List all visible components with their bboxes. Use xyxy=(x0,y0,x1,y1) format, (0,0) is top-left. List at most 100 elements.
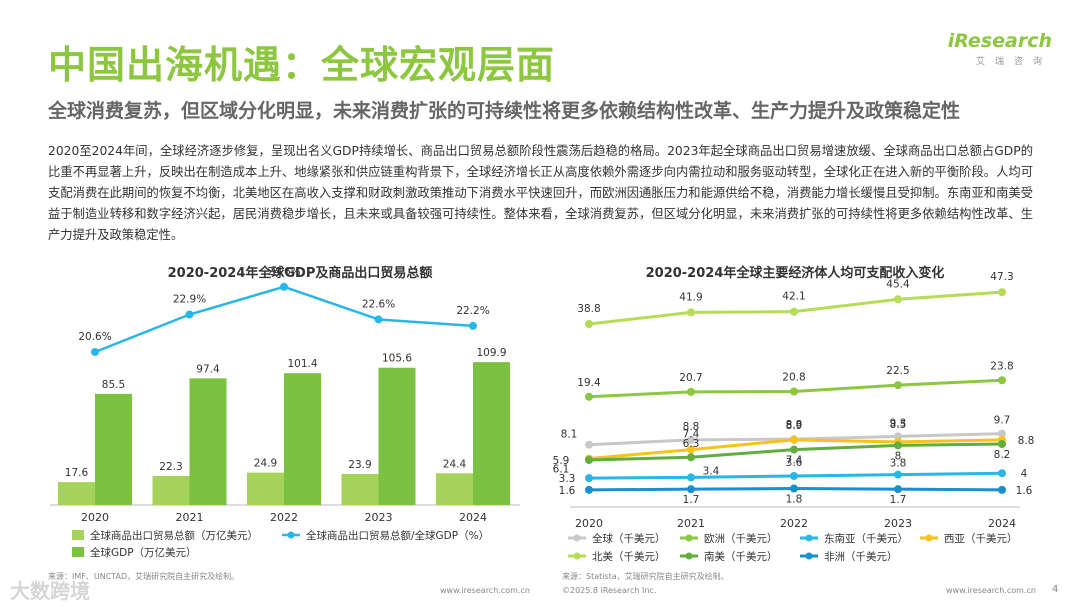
logo-text: iResearch xyxy=(947,30,1052,52)
chart2-x-tick: 2022 xyxy=(780,517,808,530)
chart2-point-6 xyxy=(790,484,798,493)
chart2-point-1 xyxy=(894,381,902,390)
chart2-x-tick: 2023 xyxy=(884,517,912,530)
chart2-value-label: 9.3 xyxy=(890,417,907,429)
chart2-value-label: 7.4 xyxy=(786,455,803,467)
chart2-value-label: 8.9 xyxy=(786,420,803,432)
chart1-legend-ratio: 全球商品出口贸易总额/全球GDP（%） xyxy=(306,529,489,542)
chart1-ratio-point xyxy=(374,315,383,324)
chart2-value-label: 5.9 xyxy=(553,455,570,467)
chart1-ratio-label: 22.9% xyxy=(173,294,206,306)
chart1-ratio-point xyxy=(185,310,194,319)
chart1-legend-swatch-gdp xyxy=(72,547,84,557)
chart2-legend-marker-3 xyxy=(925,534,933,542)
chart1-bar-gdp-2024 xyxy=(473,362,510,505)
chart1-bar-export-2024 xyxy=(436,473,473,505)
chart2-value-label: 19.4 xyxy=(577,377,601,389)
chart1-ratio-label: 20.6% xyxy=(78,331,111,343)
chart2-legend-label-1: 欧洲（千美元） xyxy=(704,532,778,545)
chart1-x-tick: 2022 xyxy=(270,511,298,524)
chart2-point-6 xyxy=(894,485,902,494)
footer-url-right[interactable]: www.iresearch.com.cn xyxy=(946,586,1036,595)
chart1-bar-label: 24.4 xyxy=(443,458,467,470)
chart2-value-label: 3.8 xyxy=(890,458,907,470)
chart2-point-0 xyxy=(585,440,593,449)
chart1-x-tick: 2020 xyxy=(81,511,109,524)
chart2-legend-label-6: 非洲（千美元） xyxy=(824,550,898,563)
chart2-value-label: 41.9 xyxy=(679,291,702,303)
chart2-point-0 xyxy=(687,435,695,444)
page-title: 中国出海机遇：全球宏观层面 xyxy=(48,43,556,87)
chart2-point-3 xyxy=(687,445,695,454)
chart2-value-label: 47.3 xyxy=(990,271,1013,283)
chart2-legend-marker-6 xyxy=(805,552,813,560)
chart2-value-label: 22.5 xyxy=(886,365,909,377)
chart1-bar-label: 105.6 xyxy=(382,353,412,365)
chart2-value-label: 9.7 xyxy=(994,415,1011,427)
chart2-value-label: 8.8 xyxy=(786,419,803,431)
chart2-value-label: 8.8 xyxy=(1018,435,1035,447)
chart2-value-label: 8.2 xyxy=(994,449,1011,461)
chart2-legend-label-0: 全球（千美元） xyxy=(592,532,666,545)
page-number: 4 xyxy=(1052,584,1059,595)
footer-copyright: ©2025.8 iResearch Inc. xyxy=(562,586,657,595)
chart2-point-1 xyxy=(687,387,695,396)
chart2-value-label: 20.8 xyxy=(782,372,805,384)
chart2-point-1 xyxy=(585,392,593,401)
chart2-value-label: 1.6 xyxy=(559,485,576,497)
chart2-value-label: 8.5 xyxy=(890,419,907,431)
chart2-value-label: 1.6 xyxy=(1016,485,1033,497)
chart2-point-5 xyxy=(790,445,798,454)
chart2-point-2 xyxy=(585,474,593,483)
chart1-legend-swatch-export xyxy=(72,530,84,540)
iresearch-logo: iResearch 艾瑞咨询 xyxy=(948,30,1052,67)
chart1-legend-marker-ratio xyxy=(287,531,295,539)
chart2-value-label: 23.8 xyxy=(990,360,1013,372)
chart2-value-label: 3.3 xyxy=(559,473,576,485)
footer-url-left[interactable]: www.iresearch.com.cn xyxy=(440,586,530,595)
chart2-point-6 xyxy=(687,485,695,494)
chart2-value-label: 20.7 xyxy=(679,372,702,384)
chart2-legend-marker-2 xyxy=(805,534,813,542)
chart1-legend-export: 全球商品出口贸易总额（万亿美元） xyxy=(90,529,258,542)
chart2-x-tick: 2024 xyxy=(988,517,1016,530)
chart1-x-tick: 2023 xyxy=(365,511,393,524)
chart2-x-tick: 2021 xyxy=(677,517,705,530)
chart2-point-4 xyxy=(687,308,695,317)
chart1-bar-export-2023 xyxy=(341,473,379,505)
chart2-point-5 xyxy=(894,441,902,450)
chart2-title: 2020-2024年全球主要经济体人均可支配收入变化 xyxy=(646,265,945,281)
chart1-bar-label: 17.6 xyxy=(65,467,89,479)
chart2-value-label: 1.8 xyxy=(786,493,803,505)
chart1-x-tick: 2024 xyxy=(459,511,487,524)
chart1-ratio-point xyxy=(280,282,288,291)
chart2-legend-marker-0 xyxy=(573,534,581,542)
logo-subtext: 艾瑞咨询 xyxy=(975,57,1052,67)
chart1-bar-label: 22.3 xyxy=(159,461,182,473)
chart2-point-6 xyxy=(585,485,593,494)
chart2-value-label: 6.3 xyxy=(683,438,700,450)
chart2-point-2 xyxy=(790,471,798,480)
chart1-bar-export-2020 xyxy=(58,482,95,505)
chart1-bar-label: 85.5 xyxy=(102,379,125,391)
chart2-value-label: 6.1 xyxy=(553,464,570,476)
chart2-point-2 xyxy=(894,470,902,479)
chart1-legend-gdp: 全球GDP（万亿美元） xyxy=(90,546,197,559)
summary-paragraph: 2020至2024年间，全球经济逐步修复，呈现出名义GDP持续增长、商品出口贸易… xyxy=(48,144,1033,242)
chart1-bar-label: 101.4 xyxy=(287,358,317,370)
chart2-point-6 xyxy=(998,485,1006,494)
chart1-bar-gdp-2023 xyxy=(378,367,416,505)
chart2-value-label: 1.7 xyxy=(683,494,700,506)
chart2-point-4 xyxy=(585,320,593,328)
chart1-ratio-point xyxy=(91,348,99,356)
chart2-value-label: 3.4 xyxy=(703,465,720,477)
chart1-bar-gdp-2022 xyxy=(284,373,321,505)
chart2-point-5 xyxy=(998,440,1006,449)
chart2-point-3 xyxy=(790,435,798,444)
watermark: 大数跨境 xyxy=(10,579,90,603)
source-note-right: 来源：Statista，艾瑞研究院自主研究及绘制。 xyxy=(562,572,729,581)
chart2-point-2 xyxy=(998,469,1006,478)
chart1-ratio-label: 22.2% xyxy=(456,305,489,317)
chart2-value-label: 45.4 xyxy=(886,278,910,290)
